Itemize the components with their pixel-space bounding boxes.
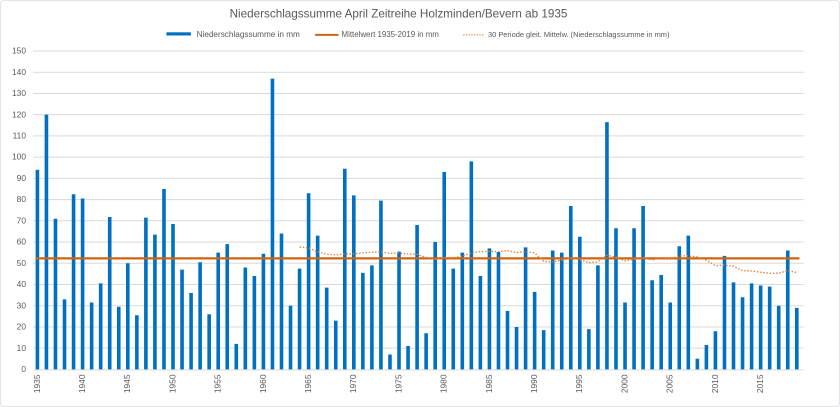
svg-text:90: 90 xyxy=(17,173,27,183)
svg-text:1995: 1995 xyxy=(574,374,584,393)
svg-text:1945: 1945 xyxy=(122,374,132,393)
svg-text:50: 50 xyxy=(17,258,27,268)
svg-text:150: 150 xyxy=(12,46,26,56)
svg-text:Mittelwert 1935-2019 in mm: Mittelwert 1935-2019 in mm xyxy=(342,30,440,39)
svg-text:1975: 1975 xyxy=(393,374,403,393)
svg-text:1980: 1980 xyxy=(439,374,449,393)
svg-text:1985: 1985 xyxy=(484,374,494,393)
svg-text:1940: 1940 xyxy=(77,374,87,393)
svg-text:1955: 1955 xyxy=(213,374,223,393)
svg-text:10: 10 xyxy=(17,343,27,353)
svg-text:80: 80 xyxy=(17,194,27,204)
svg-text:70: 70 xyxy=(17,215,27,225)
svg-text:1950: 1950 xyxy=(167,374,177,393)
svg-text:1990: 1990 xyxy=(529,374,539,393)
svg-text:30 Periode gleit. Mittelw. (Ni: 30 Periode gleit. Mittelw. (Niederschlag… xyxy=(488,30,670,39)
svg-text:120: 120 xyxy=(12,109,26,119)
svg-text:130: 130 xyxy=(12,88,26,98)
svg-text:40: 40 xyxy=(17,279,27,289)
svg-text:0: 0 xyxy=(21,364,26,374)
svg-text:30: 30 xyxy=(17,300,27,310)
svg-text:100: 100 xyxy=(12,152,26,162)
svg-text:20: 20 xyxy=(17,322,27,332)
svg-text:110: 110 xyxy=(13,131,27,141)
svg-text:2000: 2000 xyxy=(619,374,629,393)
svg-text:Niederschlagssumme April Zeitr: Niederschlagssumme April Zeitreihe Holzm… xyxy=(230,8,568,21)
svg-text:2005: 2005 xyxy=(665,374,675,393)
svg-text:1960: 1960 xyxy=(258,374,268,393)
svg-text:60: 60 xyxy=(17,237,27,247)
svg-text:1965: 1965 xyxy=(303,374,313,393)
svg-text:2010: 2010 xyxy=(710,374,720,393)
svg-text:1970: 1970 xyxy=(348,374,358,393)
svg-text:1935: 1935 xyxy=(32,374,42,393)
svg-text:2015: 2015 xyxy=(755,374,765,393)
svg-text:Niederschlagssumme in mm: Niederschlagssumme in mm xyxy=(197,30,300,39)
svg-text:140: 140 xyxy=(12,67,26,77)
